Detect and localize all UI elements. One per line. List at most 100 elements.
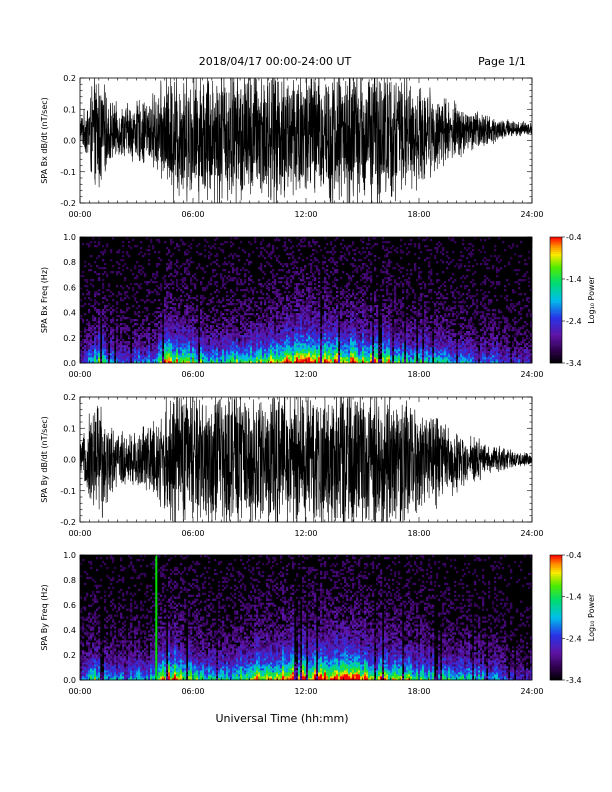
heatmap-cell	[384, 277, 387, 280]
heatmap-cell	[306, 349, 309, 352]
heatmap-cell	[176, 315, 179, 318]
heatmap-cell	[96, 343, 99, 346]
heatmap-cell	[176, 317, 179, 320]
heatmap-cell	[244, 323, 247, 326]
heatmap-cell	[278, 341, 281, 344]
heatmap-cell	[304, 351, 307, 354]
heatmap-cell	[216, 331, 219, 334]
heatmap-cell	[168, 331, 171, 334]
heatmap-cell	[290, 341, 293, 344]
heatmap-cell	[318, 337, 321, 340]
heatmap-cell	[184, 357, 187, 360]
heatmap-cell	[182, 243, 185, 246]
heatmap-cell	[362, 361, 365, 364]
heatmap-cell	[238, 343, 241, 346]
heatmap-cell	[348, 337, 351, 340]
heatmap-cell	[328, 351, 331, 354]
heatmap-cell	[308, 331, 311, 334]
heatmap-cell	[94, 329, 97, 332]
heatmap-cell	[170, 323, 173, 326]
heatmap-cell	[242, 323, 245, 326]
heatmap-cell	[262, 337, 265, 340]
heatmap-cell	[236, 255, 239, 258]
heatmap-cell	[102, 259, 105, 262]
heatmap-cell	[366, 357, 369, 360]
heatmap-cell	[232, 349, 235, 352]
heatmap-cell	[344, 357, 347, 360]
heatmap-cell	[310, 331, 313, 334]
heatmap-cell	[212, 333, 215, 336]
heatmap-cell	[380, 269, 383, 272]
heatmap-cell	[246, 269, 249, 272]
heatmap-cell	[276, 329, 279, 332]
heatmap-cell	[214, 291, 217, 294]
heatmap-cell	[232, 279, 235, 282]
heatmap-cell	[292, 353, 295, 356]
heatmap-cell	[362, 313, 365, 316]
heatmap-cell	[366, 289, 369, 292]
heatmap-cell	[310, 291, 313, 294]
heatmap-cell	[220, 301, 223, 304]
heatmap-cell	[158, 351, 161, 354]
heatmap-cell	[308, 289, 311, 292]
heatmap-cell	[286, 323, 289, 326]
heatmap-cell	[362, 285, 365, 288]
heatmap-cell	[372, 333, 375, 336]
heatmap-cell	[104, 339, 107, 342]
heatmap-cell	[252, 345, 255, 348]
heatmap-cell	[302, 323, 305, 326]
heatmap-cell	[168, 259, 171, 262]
heatmap-cell	[182, 335, 185, 338]
heatmap-cell	[292, 345, 295, 348]
heatmap-cell	[190, 279, 193, 282]
heatmap-cell	[342, 303, 345, 306]
heatmap-cell	[340, 359, 343, 362]
heatmap-cell	[304, 331, 307, 334]
heatmap-cell	[244, 325, 247, 328]
heatmap-cell	[168, 315, 171, 318]
heatmap-cell	[234, 357, 237, 360]
heatmap-cell	[234, 309, 237, 312]
heatmap-cell	[164, 359, 167, 362]
heatmap-cell	[348, 281, 351, 284]
heatmap-cell	[152, 361, 155, 364]
heatmap-cell	[94, 339, 97, 342]
heatmap-cell	[172, 241, 175, 244]
heatmap-cell	[266, 333, 269, 336]
heatmap-cell	[312, 341, 315, 344]
heatmap-cell	[342, 293, 345, 296]
heatmap-cell	[298, 315, 301, 318]
heatmap-cell	[212, 353, 215, 356]
heatmap-cell	[174, 263, 177, 266]
heatmap-cell	[270, 341, 273, 344]
heatmap-cell	[186, 351, 189, 354]
heatmap-cell	[120, 355, 123, 358]
heatmap-cell	[188, 321, 191, 324]
heatmap-cell	[294, 327, 297, 330]
heatmap-cell	[116, 343, 119, 346]
heatmap-cell	[330, 361, 333, 364]
heatmap-cell	[308, 323, 311, 326]
heatmap-cell	[244, 251, 247, 254]
heatmap-cell	[230, 335, 233, 338]
heatmap-cell	[174, 325, 177, 328]
heatmap-cell	[116, 355, 119, 358]
heatmap-cell	[102, 297, 105, 300]
heatmap-cell	[352, 243, 355, 246]
heatmap-cell	[176, 261, 179, 264]
heatmap-cell	[164, 241, 167, 244]
heatmap-cell	[324, 307, 327, 310]
heatmap-cell	[186, 261, 189, 264]
heatmap-cell	[262, 339, 265, 342]
heatmap-cell	[222, 243, 225, 246]
heatmap-cell	[326, 307, 329, 310]
heatmap-cell	[228, 335, 231, 338]
heatmap-cell	[148, 289, 151, 292]
heatmap-cell	[192, 353, 195, 356]
heatmap-cell	[290, 319, 293, 322]
heatmap-cell	[106, 319, 109, 322]
heatmap-cell	[314, 341, 317, 344]
heatmap-cell	[348, 353, 351, 356]
heatmap-cell	[202, 343, 205, 346]
